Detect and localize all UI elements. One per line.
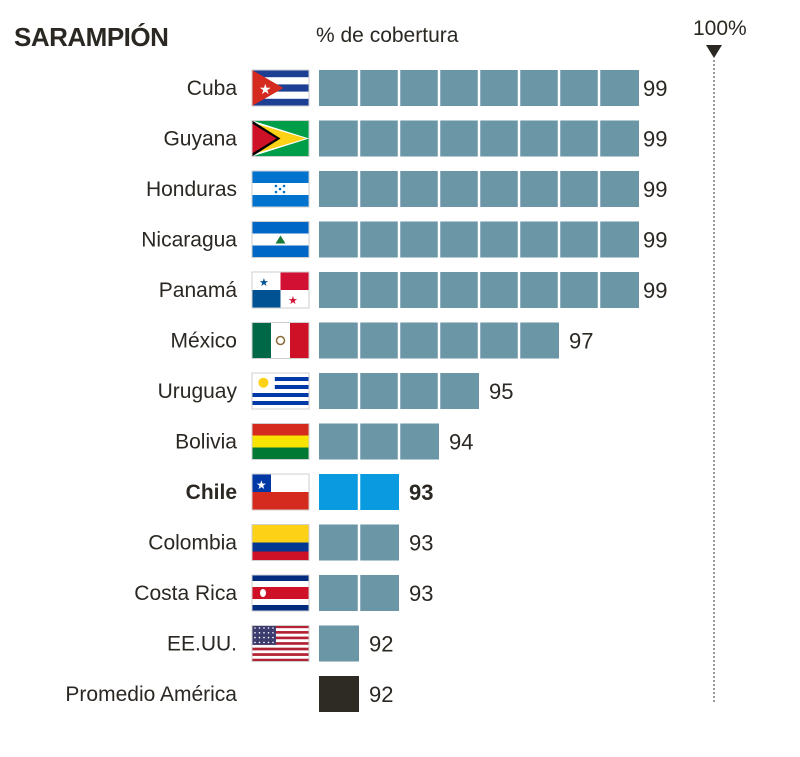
category-label-guyana: Guyana [163, 128, 237, 151]
bar-cuba [319, 70, 639, 106]
category-label-cuba: Cuba [187, 77, 238, 100]
guyana-flag-icon [251, 120, 310, 157]
category-label-mexico: México [170, 330, 237, 353]
bar-promedio-america [319, 676, 359, 712]
panama-flag-icon: ★★ [251, 271, 310, 309]
value-label-uruguay: 95 [489, 379, 513, 404]
bar-panama [319, 272, 639, 308]
value-label-honduras: 99 [643, 177, 667, 202]
honduras-flag-icon [251, 170, 310, 208]
costa-rica-flag-icon [251, 574, 310, 612]
category-label-uruguay: Uruguay [158, 380, 238, 403]
value-label-promedio-america: 92 [369, 682, 393, 707]
x-axis-label: % de cobertura [316, 24, 459, 47]
value-label-nicaragua: 99 [643, 228, 667, 253]
value-label-guyana: 99 [643, 127, 667, 152]
bar-guyana [319, 120, 639, 157]
bar-colombia [319, 524, 399, 561]
svg-text:★: ★ [259, 82, 272, 98]
bolivia-flag-icon [251, 423, 310, 460]
svg-text:★: ★ [259, 276, 269, 289]
bar-ee-uu [319, 625, 359, 662]
bar-costa-rica [319, 575, 399, 611]
value-label-cuba: 99 [643, 76, 667, 101]
bar-honduras [319, 171, 639, 207]
value-label-mexico: 97 [569, 329, 593, 354]
svg-text:★: ★ [256, 478, 267, 492]
svg-text:★: ★ [288, 294, 298, 307]
category-label-ee-uu: EE.UU. [167, 633, 237, 656]
reference-label: 100% [693, 17, 747, 40]
bar-nicaragua [319, 221, 639, 258]
category-label-bolivia: Bolivia [175, 431, 237, 454]
nicaragua-flag-icon [251, 221, 310, 258]
value-label-chile: 93 [409, 480, 433, 505]
value-label-ee-uu: 92 [369, 632, 393, 657]
uruguay-flag-icon [251, 372, 310, 410]
reference-arrow-icon [706, 45, 722, 58]
category-label-nicaragua: Nicaragua [141, 229, 237, 252]
usa-flag-icon [251, 625, 310, 662]
cuba-flag-icon: ★ [251, 69, 310, 107]
value-label-costa-rica: 93 [409, 581, 433, 606]
category-label-promedio-america: Promedio América [65, 683, 237, 706]
bar-mexico [319, 322, 559, 359]
category-label-panama: Panamá [159, 279, 238, 302]
mexico-flag-icon [251, 322, 310, 359]
category-label-chile: Chile [186, 481, 237, 504]
category-label-colombia: Colombia [148, 532, 237, 555]
bar-chile [319, 474, 399, 510]
reference-line [713, 60, 715, 702]
colombia-flag-icon [251, 524, 310, 561]
value-label-bolivia: 94 [449, 430, 473, 455]
category-label-costa-rica: Costa Rica [134, 582, 237, 605]
chile-flag-icon: ★ [251, 473, 310, 511]
bar-bolivia [319, 423, 439, 460]
bar-uruguay [319, 373, 479, 409]
category-label-honduras: Honduras [146, 178, 237, 201]
value-label-colombia: 93 [409, 531, 433, 556]
value-label-panama: 99 [643, 278, 667, 303]
chart-title: SARAMPIÓN [14, 22, 169, 52]
